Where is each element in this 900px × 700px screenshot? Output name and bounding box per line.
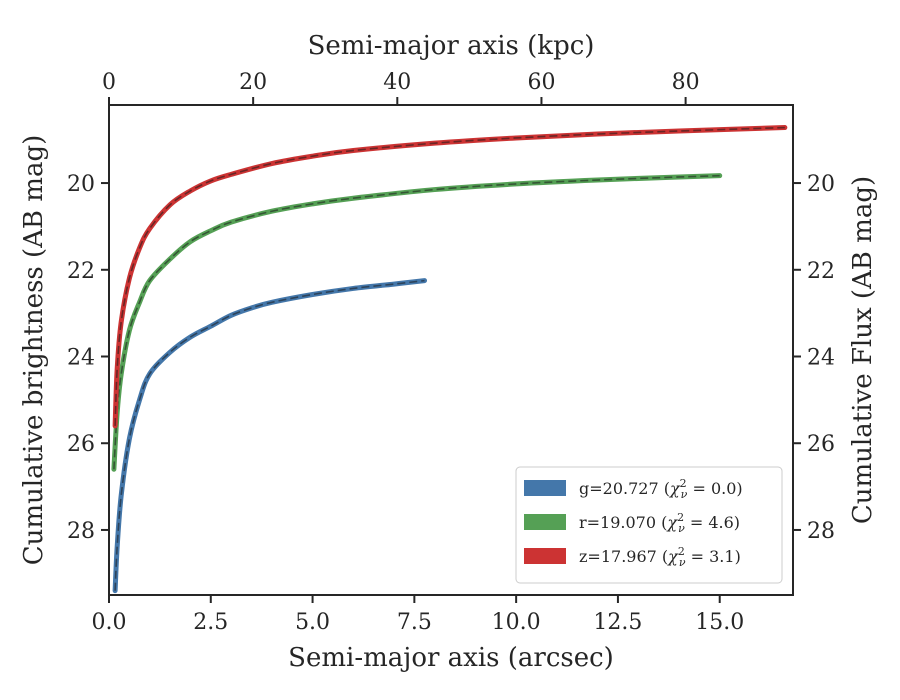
x2-tick-label: 40 — [383, 70, 411, 95]
legend-swatch-2 — [524, 548, 566, 564]
x-tick-label: 10.0 — [492, 610, 541, 635]
x-tick-label: 7.5 — [397, 610, 432, 635]
series-1-model-line — [113, 174, 720, 470]
plot-frame — [108, 104, 794, 596]
legend-label-0: g=20.727 (χ2 ν = 0.0) — [579, 477, 743, 501]
x2-axis-title: Semi-major axis (kpc) — [308, 31, 595, 61]
legend-swatch-1 — [524, 514, 566, 530]
series-2-model-line — [114, 126, 785, 426]
x-tick-label: 12.5 — [593, 610, 642, 635]
legend-label-2: z=17.967 (χ2 ν = 3.1) — [579, 545, 741, 569]
y2-tick-label: 22 — [807, 259, 835, 284]
legend-label-1: r=19.070 (χ2 ν = 4.6) — [579, 511, 740, 535]
y-tick-label: 26 — [67, 432, 95, 457]
y-axis-title: Cumulative brightness (AB mag) — [19, 135, 49, 566]
x2-tick-label: 80 — [672, 70, 700, 95]
x-tick-label: 5.0 — [295, 610, 330, 635]
y2-tick-label: 26 — [807, 432, 835, 457]
series-0-model-line — [114, 279, 425, 591]
y2-tick-label: 20 — [807, 172, 835, 197]
x2-tick-label: 20 — [239, 70, 267, 95]
y-tick-label: 22 — [67, 259, 95, 284]
legend-swatch-0 — [524, 480, 566, 496]
x-axis-title: Semi-major axis (arcsec) — [288, 643, 614, 673]
x2-tick-label: 60 — [527, 70, 555, 95]
x2-tick-label: 0 — [102, 70, 116, 95]
y2-tick-label: 24 — [807, 346, 835, 371]
axes-layer: 0.0 2.5 5.0 7.5 10.0 12.5 15.0 0 20 40 60 80 20 20 22 2… — [67, 70, 835, 635]
y-tick-label: 28 — [67, 519, 95, 544]
y-tick-label: 20 — [67, 172, 95, 197]
x-tick-label: 0.0 — [92, 610, 127, 635]
legend: g=20.727 (χ2 ν = 0.0) r=19.070 (χ2 ν = 4.6)… — [515, 466, 783, 584]
x-tick-label: 2.5 — [193, 610, 228, 635]
y2-tick-label: 28 — [807, 519, 835, 544]
x-tick-label: 15.0 — [695, 610, 744, 635]
y-tick-label: 24 — [67, 346, 95, 371]
series-layer — [111, 125, 788, 594]
legend-frame — [515, 466, 783, 584]
y2-axis-title: Cumulative Flux (AB mag) — [848, 176, 878, 524]
